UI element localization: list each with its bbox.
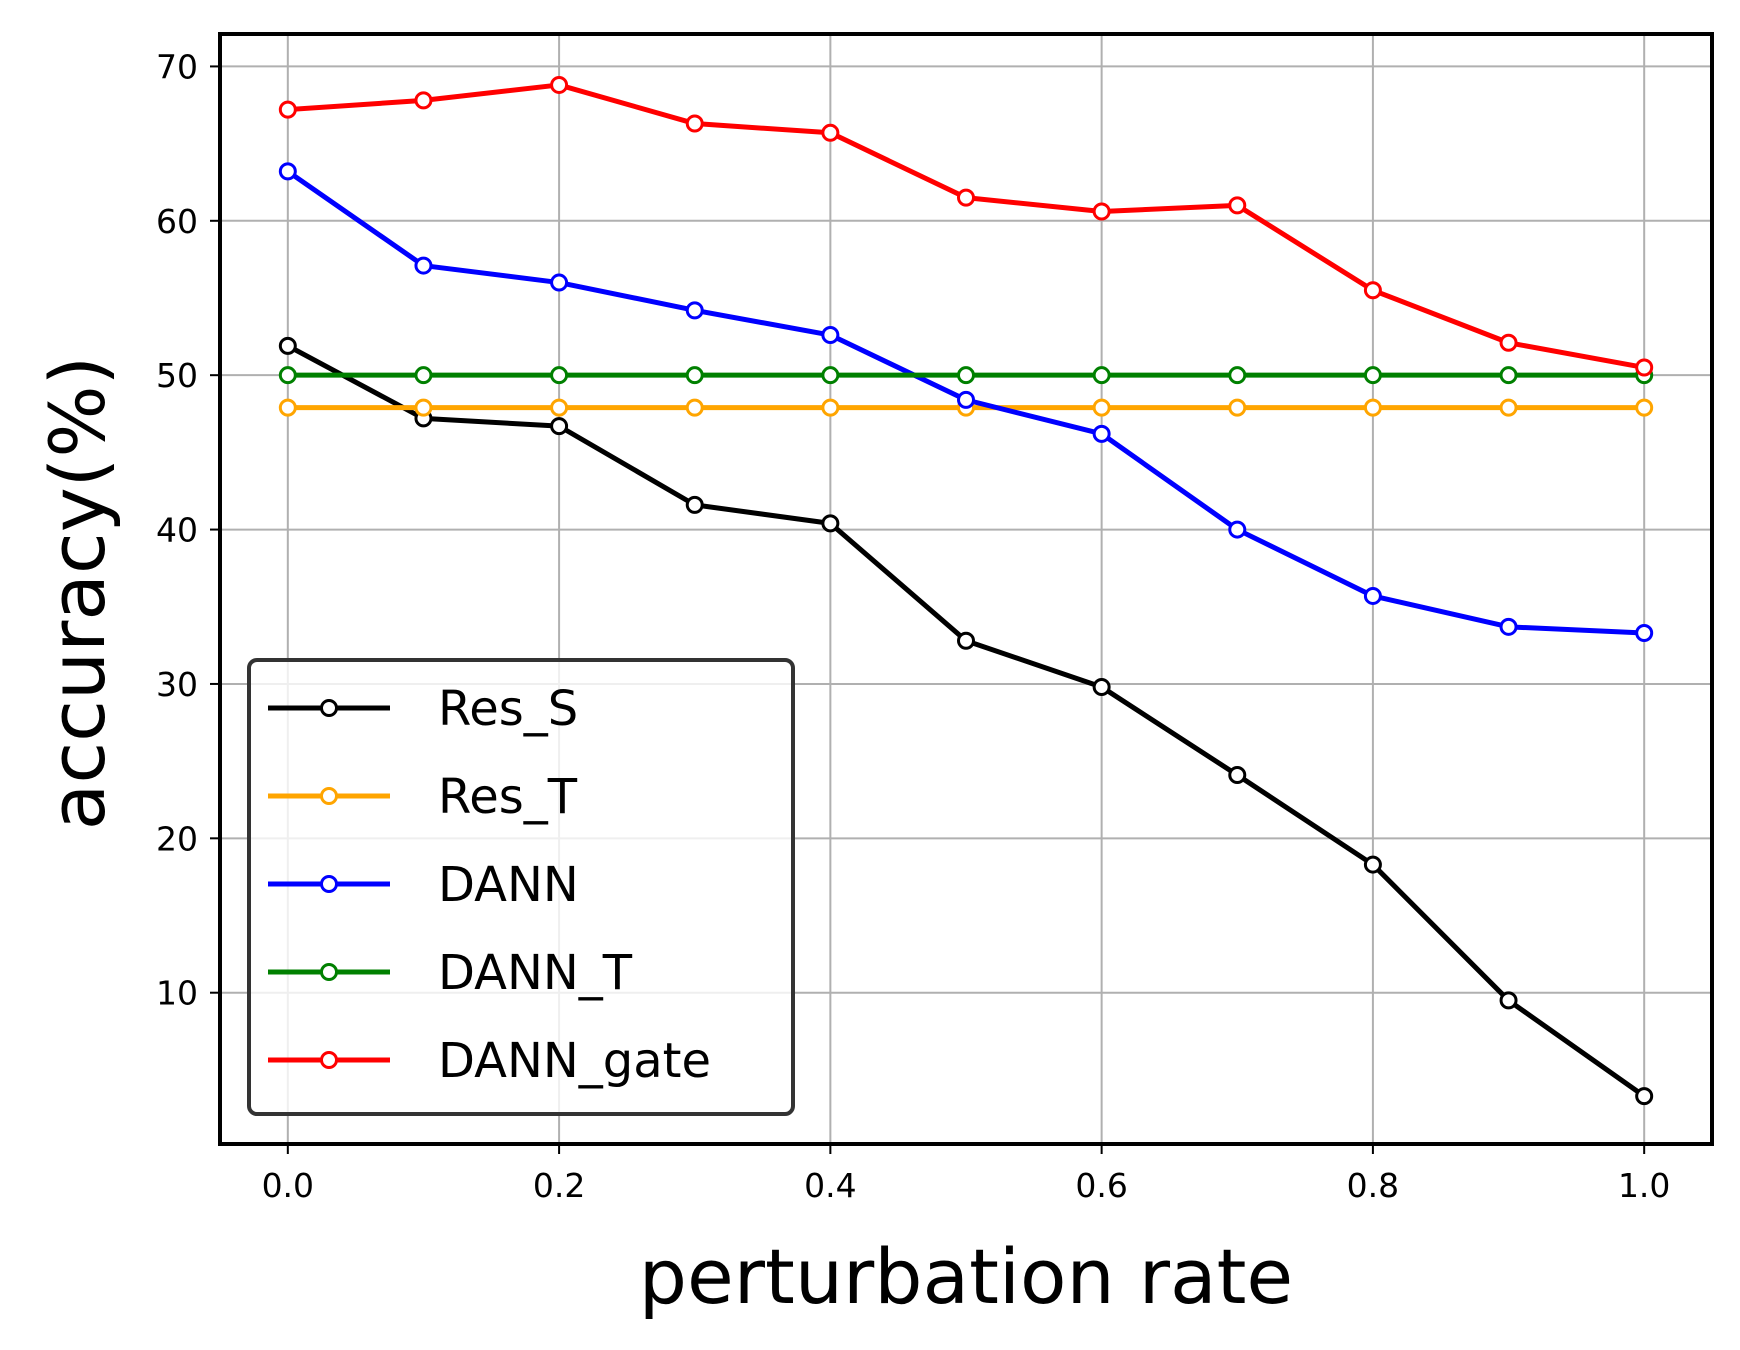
data-point-dann-t	[1228, 366, 1247, 385]
data-point-res-t	[1635, 398, 1654, 417]
x-axis-title: perturbation rate	[639, 1232, 1293, 1321]
data-point-dann	[1363, 586, 1382, 605]
data-point-dann-gate	[685, 114, 704, 133]
data-point-res-s	[278, 336, 297, 355]
x-tick-label: 0.4	[804, 1166, 856, 1205]
data-point-res-t	[1228, 398, 1247, 417]
data-point-dann-gate	[414, 91, 433, 110]
tick-labels: 0.0 0.2 0.4 0.6 0.8 1.0 10 20 30 40 50 60 70	[156, 47, 1670, 1205]
data-point-dann-t	[550, 366, 569, 385]
data-point-dann-t	[414, 366, 433, 385]
y-tick-label: 10	[156, 974, 198, 1013]
data-point-res-t	[414, 398, 433, 417]
legend-label-dann: DANN	[438, 857, 579, 913]
data-point-res-s	[685, 495, 704, 514]
data-point-dann	[278, 162, 297, 181]
data-point-dann	[1092, 424, 1111, 443]
y-tick-label: 50	[156, 356, 198, 395]
data-point-dann	[1499, 617, 1518, 636]
data-point-res-s	[821, 514, 840, 533]
data-point-dann-gate	[1092, 202, 1111, 221]
data-point-dann-t	[821, 366, 840, 385]
data-point-res-t	[821, 398, 840, 417]
legend-label-res-t: Res_T	[438, 769, 578, 825]
legend-box	[247, 658, 795, 1116]
legend-marker-dann	[320, 875, 338, 893]
data-point-dann	[414, 256, 433, 275]
series-markers	[278, 75, 1654, 1106]
legend-label-dann-gate: DANN_gate	[438, 1033, 711, 1089]
data-point-res-s	[1228, 766, 1247, 785]
data-point-dann-t	[1363, 366, 1382, 385]
data-point-dann-t	[1092, 366, 1111, 385]
data-point-res-s	[1092, 678, 1111, 697]
x-tick-label: 0.2	[533, 1166, 585, 1205]
data-point-dann	[685, 301, 704, 320]
data-point-res-t	[1499, 398, 1518, 417]
data-point-dann-gate	[1499, 333, 1518, 352]
data-point-dann-gate	[821, 123, 840, 142]
data-point-res-t	[1092, 398, 1111, 417]
x-tick-label: 0.8	[1347, 1166, 1399, 1205]
y-tick-label: 60	[156, 202, 198, 241]
legend: Res_S Res_T DANN DANN_T DANN_gate	[247, 658, 795, 1116]
data-point-res-t	[1363, 398, 1382, 417]
y-tick-label: 70	[156, 47, 198, 86]
data-point-res-s	[550, 417, 569, 436]
data-point-res-s	[1499, 991, 1518, 1010]
data-point-dann-gate	[1363, 281, 1382, 300]
data-point-dann-t	[685, 366, 704, 385]
x-tick-label: 0.0	[262, 1166, 314, 1205]
data-point-dann-gate	[957, 188, 975, 207]
y-tick-label: 30	[156, 665, 198, 704]
legend-marker-dann-t	[320, 963, 338, 981]
data-point-dann-t	[1499, 366, 1518, 385]
legend-label-res-s: Res_S	[438, 681, 578, 737]
data-point-dann	[550, 273, 569, 292]
legend-label-dann-t: DANN_T	[438, 945, 633, 1001]
data-point-dann	[821, 326, 840, 345]
data-point-dann-t	[957, 366, 975, 385]
data-point-dann	[1228, 520, 1247, 539]
y-tick-label: 40	[156, 511, 198, 550]
x-tick-label: 0.6	[1075, 1166, 1127, 1205]
data-point-dann-gate	[278, 100, 297, 119]
data-point-res-s	[1363, 855, 1382, 874]
y-axis-title: accuracy(%)	[33, 356, 122, 830]
legend-marker-res-t	[320, 787, 338, 805]
data-point-dann	[1635, 623, 1654, 642]
plot-frame	[218, 32, 1714, 1146]
data-point-res-t	[550, 398, 569, 417]
x-tick-label: 1.0	[1618, 1166, 1670, 1205]
legend-marker-dann-gate	[320, 1051, 338, 1069]
ticks	[210, 65, 1646, 1154]
y-tick-label: 20	[156, 819, 198, 858]
data-point-dann-gate	[1228, 196, 1247, 215]
data-point-res-s	[1635, 1087, 1654, 1106]
data-point-res-s	[957, 631, 975, 650]
legend-marker-res-s	[320, 699, 338, 717]
data-point-dann	[957, 390, 975, 409]
data-point-dann-gate	[1635, 358, 1654, 377]
data-point-dann-gate	[550, 75, 569, 94]
data-point-res-t	[278, 398, 297, 417]
data-point-res-t	[685, 398, 704, 417]
data-point-dann-t	[278, 366, 297, 385]
